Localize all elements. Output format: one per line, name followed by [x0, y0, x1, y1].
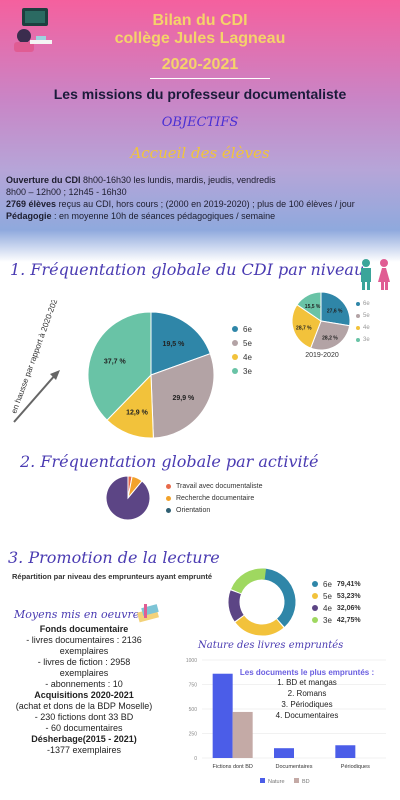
title-divider: [150, 78, 270, 79]
bar-legend-label-0: Nature: [268, 779, 285, 785]
school-name: collège Jules Lagneau: [114, 30, 286, 47]
pie1-slice-3: [87, 311, 152, 421]
bar-xlabel-1: Documentaires: [276, 764, 313, 770]
books-icon: [137, 604, 159, 623]
accueil-heading: Accueil des élèves: [130, 144, 270, 162]
nature-title: Nature des livres empruntés: [198, 640, 344, 651]
pie3-legend: Travail avec documentaliste Recherche do…: [166, 480, 263, 516]
donut-legend: 6e 79,41% 5e 53,23% 4e 32,06% 3e 42,75%: [312, 578, 361, 626]
section3-title: 3. Promotion de la lecture: [8, 548, 220, 567]
moyens-title: Moyens mis en oeuvre: [14, 608, 140, 621]
legend-3e: 3e: [232, 364, 252, 378]
donut-segment-1: [235, 615, 284, 636]
acq-title: Acquisitions 2020-2021: [34, 690, 134, 700]
bar-ytick-4: 1000: [186, 658, 197, 664]
pie2-label-3: 15,5 %: [305, 304, 321, 310]
legend-4e: 4e: [232, 350, 252, 364]
info-pedagogie: Pédagogie : en moyenne 10h de séances pé…: [6, 211, 276, 221]
info-eleves: 2769 élèves reçus au CDI, hors cours ; (…: [6, 199, 355, 209]
pie-activite: [105, 475, 151, 521]
top-docs-title: Les documents le plus empruntés :: [239, 668, 375, 677]
legend-recherche: Recherche documentaire: [166, 492, 263, 504]
legend2-4e: 4e: [356, 322, 370, 334]
donut-emprunteurs: [228, 568, 296, 636]
donut-segment-2: [228, 590, 244, 622]
pie1-label-1: 29,9 %: [172, 395, 195, 402]
donut-legend-4e: 4e 32,06%: [312, 602, 361, 614]
legend2-6e: 6e: [356, 298, 370, 310]
pie2-slice-0: [320, 291, 351, 327]
info-ouverture: Ouverture du CDI 8h00-16h30 les lundis, …: [6, 175, 276, 185]
pie1-legend: 6e 5e 4e 3e: [232, 322, 252, 378]
legend-dot-4e: [232, 354, 238, 360]
bar-1-0: [274, 748, 294, 758]
report-year: 2020-2021: [161, 56, 239, 73]
legend-dot-6e: [232, 326, 238, 332]
pie-niveau-2019: 27,6 % 28,2 % 28,7 % 15,5 %: [291, 291, 351, 351]
info-hours: 8h00 – 12h00 ; 12h45 - 16h30: [6, 187, 127, 197]
report-title: Bilan du CDI: [152, 12, 248, 29]
bar-legend-label-1: BD: [302, 779, 310, 785]
pie2-legend: 6e 5e 4e 3e: [356, 298, 370, 346]
donut-legend-5e: 5e 53,23%: [312, 590, 361, 602]
bar-legend-swatch-0: [260, 778, 265, 783]
bar-xlabel-0: Fictions dont BD: [212, 764, 252, 770]
bar-ytick-1: 250: [189, 732, 198, 738]
pie1-slice-0: [150, 311, 211, 376]
student-desk-icon: [14, 8, 52, 52]
pie2-slice-3: [296, 291, 322, 322]
pie2-label-2: 28,7 %: [296, 325, 312, 331]
bar-xlabel-2: Périodiques: [341, 764, 370, 770]
pie2-label-0: 27,6 %: [327, 308, 343, 314]
legend-dot-3e: [232, 368, 238, 374]
bar-0-0: [212, 673, 233, 758]
pie2-year: 2019-2020: [305, 352, 339, 359]
section1-title: 1. Fréquentation globale du CDI par nive…: [10, 260, 365, 279]
pie1-label-0: 19,5 %: [163, 341, 186, 348]
pie1-label-2: 12,9 %: [126, 409, 149, 416]
legend-5e: 5e: [232, 336, 252, 350]
bar-ytick-0: 0: [194, 756, 197, 762]
donut-segment-3: [231, 568, 267, 594]
desh-title: Désherbage(2015 - 2021): [31, 734, 137, 744]
pie3-slice-2: [105, 475, 151, 521]
section2-title: 2. Fréquentation globale par activité: [20, 452, 319, 471]
legend-dot-5e: [232, 340, 238, 346]
pie1-label-3: 37,7 %: [104, 358, 127, 365]
bar-chart-nature: 0 250 500 750 1000 Fictions dont BD Documentai…: [186, 658, 386, 785]
pie2-slice-1: [310, 320, 351, 351]
legend-travail: Travail avec documentaliste: [166, 480, 263, 492]
donut-legend-3e: 3e 42,75%: [312, 614, 361, 626]
pie2-label-1: 28,2 %: [322, 336, 338, 342]
missions-heading: Les missions du professeur documentalist…: [53, 86, 347, 102]
bar-legend-swatch-1: [294, 778, 299, 783]
trend-arrow: en hausse par rapport à 2020-2021: [9, 300, 61, 423]
bar-ytick-3: 750: [189, 683, 198, 689]
pie-niveau-2020: 19,5 % 29,9 % 12,9 % 37,7 %: [87, 311, 215, 439]
legend2-5e: 5e: [356, 310, 370, 322]
info-block: Ouverture du CDI 8h00-16h30 les lundis, …: [6, 174, 400, 222]
bar-0-1: [232, 711, 253, 758]
top-docs: Les documents le plus empruntés : 1. BD …: [222, 668, 392, 721]
pie1-slice-1: [150, 353, 215, 439]
bar-ytick-2: 500: [189, 707, 198, 713]
fonds-title: Fonds documentaire: [39, 624, 129, 634]
donut-legend-6e: 6e 79,41%: [312, 578, 361, 590]
people-icon: [361, 259, 390, 290]
fonds-block: Fonds documentaire - livres documentaire…: [4, 624, 164, 756]
legend-6e: 6e: [232, 322, 252, 336]
donut-segment-0: [261, 568, 296, 627]
objectifs-heading: OBJECTIFS: [161, 115, 239, 130]
legend-orientation: Orientation: [166, 504, 263, 516]
bar-2-0: [335, 745, 356, 758]
section3-subtitle: Répartition par niveau des emprunteurs a…: [12, 572, 213, 581]
top-docs-list: 1. BD et mangas 2. Romans 3. Périodiques…: [275, 678, 339, 720]
legend2-3e: 3e: [356, 334, 370, 346]
pie2-slice-2: [291, 304, 322, 349]
